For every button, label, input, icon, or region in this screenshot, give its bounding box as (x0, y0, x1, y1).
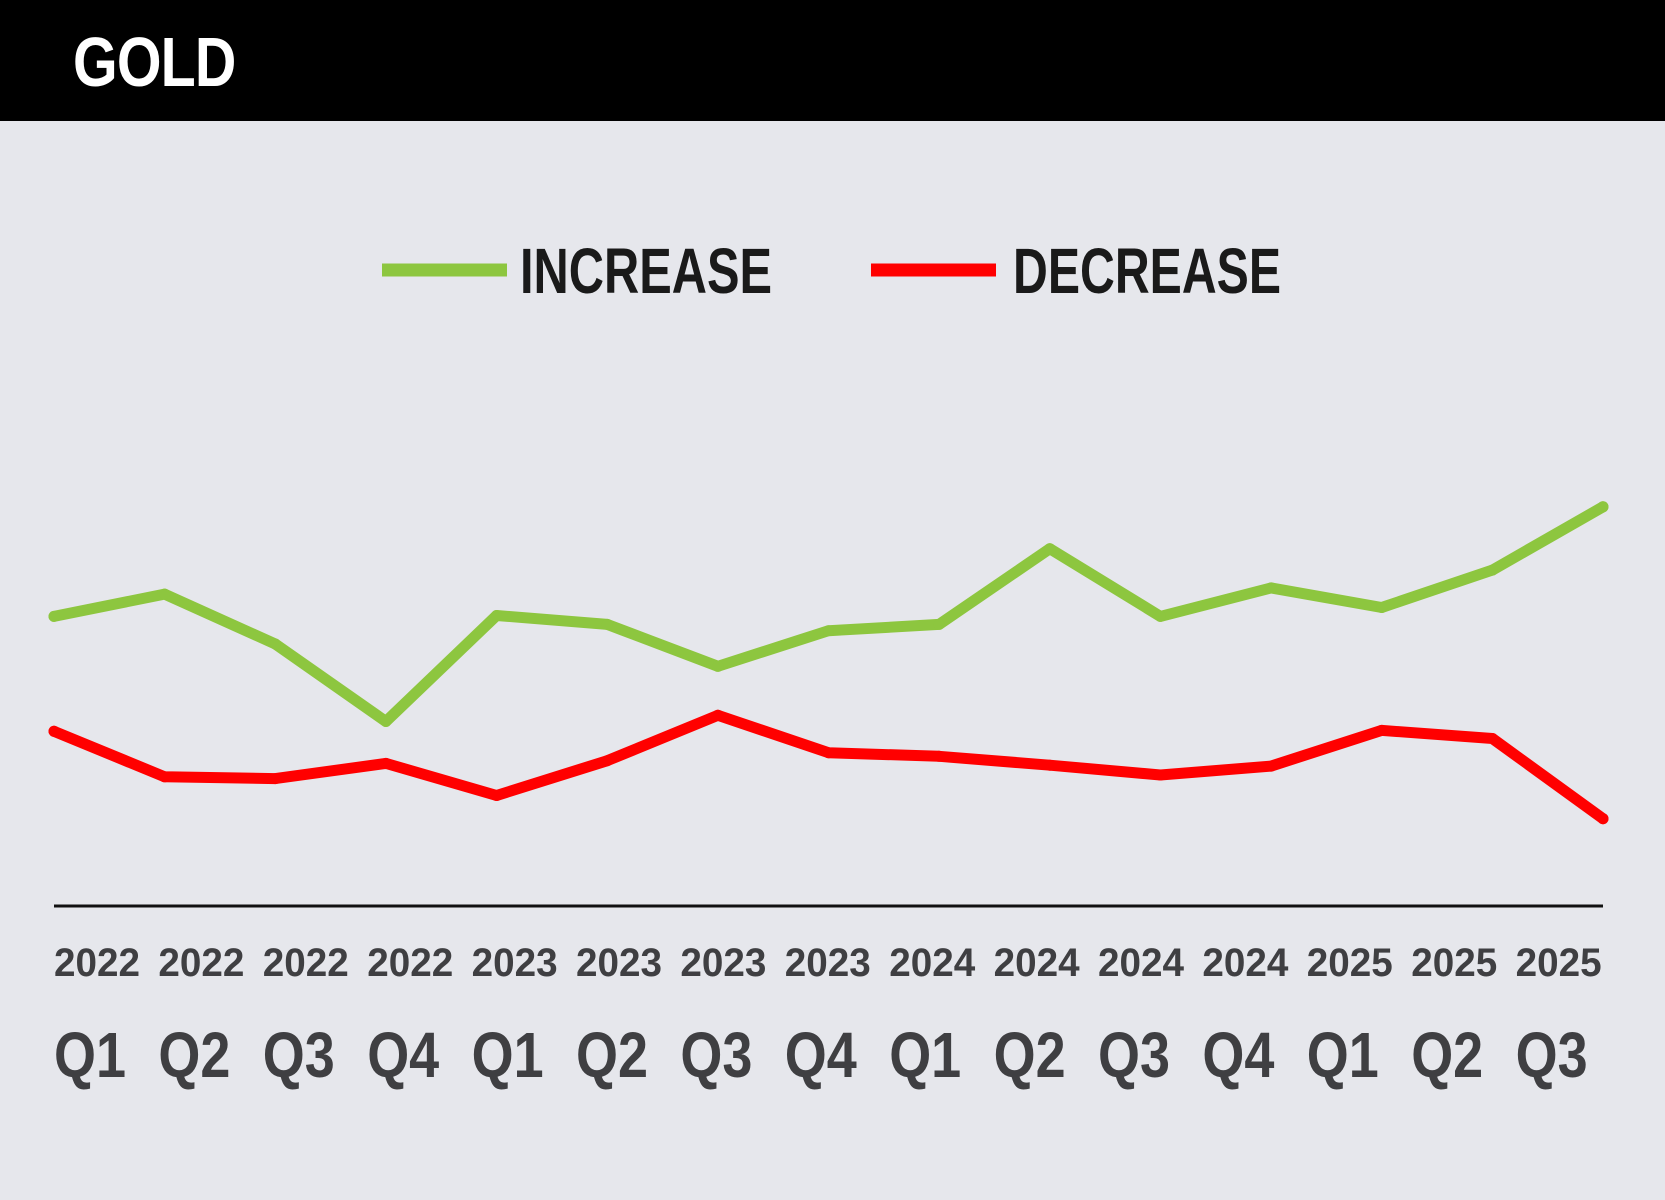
data-point-increase (48, 610, 60, 622)
x-tick-quarter: Q4 (367, 1019, 439, 1091)
data-point-increase (601, 618, 613, 630)
x-tick-year: 2022 (54, 941, 140, 985)
data-point-increase (712, 660, 724, 672)
x-tick-quarter: Q3 (263, 1019, 335, 1091)
x-tick-quarter: Q2 (994, 1019, 1066, 1091)
x-tick-year: 2022 (158, 941, 244, 985)
x-tick-quarter: Q2 (158, 1019, 230, 1091)
data-point-increase (1376, 602, 1388, 613)
series-line-increase (48, 501, 1609, 727)
header-bar: GOLD (0, 0, 1665, 121)
x-tick-year: 2025 (1516, 941, 1602, 985)
data-point-increase (269, 638, 281, 650)
data-point-decrease (159, 771, 171, 783)
data-point-increase (823, 625, 834, 637)
legend-label-increase: INCREASE (520, 235, 772, 307)
x-tick-year: 2023 (472, 941, 558, 985)
data-point-decrease (380, 757, 392, 769)
data-point-decrease (48, 725, 60, 737)
x-tick-quarter: Q2 (576, 1019, 648, 1091)
x-tick-quarter: Q4 (785, 1019, 857, 1091)
data-point-decrease (601, 755, 613, 767)
x-tick-year: 2025 (1307, 941, 1393, 985)
series-lines (48, 501, 1609, 825)
x-tick-year: 2023 (680, 941, 766, 985)
data-point-decrease (933, 750, 945, 762)
x-tick-year: 2023 (785, 941, 871, 985)
x-tick-quarter: Q1 (472, 1019, 544, 1091)
data-point-decrease (823, 747, 834, 759)
data-point-decrease (1486, 733, 1498, 744)
data-point-increase (1597, 501, 1609, 513)
data-point-increase (1154, 610, 1166, 622)
x-axis-labels: 2022 Q1 2022 Q2 2022 Q3 2022 Q4 2023 Q1 2023 Q2 2023… (54, 941, 1602, 1091)
data-point-decrease (1154, 769, 1166, 781)
data-point-decrease (269, 773, 281, 785)
legend: INCREASE DECREASE (382, 235, 1281, 307)
chart-title: GOLD (73, 23, 236, 101)
x-tick-year: 2023 (576, 941, 662, 985)
data-point-increase (380, 716, 392, 727)
data-point-increase (491, 610, 503, 621)
x-tick-quarter: Q4 (1202, 1019, 1274, 1091)
x-tick-year: 2022 (367, 941, 453, 985)
data-point-decrease (712, 709, 724, 721)
data-point-increase (1486, 564, 1498, 576)
x-tick-quarter: Q2 (1411, 1019, 1483, 1091)
data-point-decrease (1265, 760, 1277, 772)
x-tick-quarter: Q1 (1307, 1019, 1379, 1091)
x-tick-quarter: Q1 (54, 1019, 126, 1091)
data-point-increase (1044, 543, 1056, 555)
x-tick-quarter: Q3 (680, 1019, 752, 1091)
x-tick-year: 2024 (994, 941, 1081, 985)
data-point-decrease (1597, 813, 1609, 825)
x-tick-year: 2024 (889, 941, 976, 985)
x-tick-quarter: Q3 (1098, 1019, 1170, 1091)
series-line-decrease (48, 709, 1609, 825)
data-point-decrease (1044, 759, 1056, 771)
data-point-increase (159, 588, 171, 600)
data-point-decrease (491, 790, 503, 801)
x-tick-year: 2024 (1098, 941, 1185, 985)
legend-label-decrease: DECREASE (1013, 235, 1281, 307)
data-point-decrease (1376, 724, 1388, 736)
x-tick-year: 2024 (1202, 941, 1289, 985)
x-tick-year: 2022 (263, 941, 349, 985)
x-tick-year: 2025 (1411, 941, 1497, 985)
x-tick-quarter: Q3 (1516, 1019, 1588, 1091)
data-point-increase (1265, 582, 1277, 594)
x-tick-quarter: Q1 (889, 1019, 961, 1091)
data-point-increase (933, 618, 945, 630)
